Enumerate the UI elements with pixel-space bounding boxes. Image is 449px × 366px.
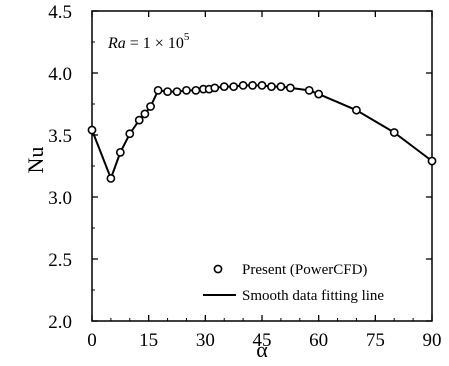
y-tick-label: 2.5 [48, 250, 72, 271]
data-point [146, 102, 155, 111]
y-tick-label: 3.0 [48, 188, 72, 209]
ra-annotation: Ra = 1 × 105 [107, 31, 190, 52]
data-point [163, 87, 172, 96]
ra-value: = 1 × 10 [126, 35, 184, 52]
x-axis-label: α [256, 337, 268, 362]
series-group [87, 81, 437, 183]
data-point [172, 87, 182, 96]
data-point [427, 156, 437, 166]
legend-label-present: Present (PowerCFD) [242, 262, 367, 278]
data-point [229, 82, 239, 92]
data-point [238, 81, 248, 90]
annotation-group: Ra = 1 × 105 [107, 31, 190, 52]
y-tick-label: 3.5 [48, 126, 72, 147]
data-point [134, 115, 144, 125]
x-tick-label: 15 [139, 330, 158, 351]
data-point [276, 82, 286, 92]
data-point [153, 85, 163, 95]
data-point [125, 129, 135, 139]
data-point [191, 85, 201, 95]
y-tick-label: 4.5 [48, 2, 72, 23]
y-axis-label: Nu [23, 147, 48, 174]
x-tick-label: 75 [366, 330, 385, 351]
data-point [106, 173, 116, 183]
data-point [257, 81, 267, 90]
legend-marker-present [213, 264, 223, 274]
data-point [314, 89, 324, 99]
data-point [210, 83, 220, 93]
y-tick-label: 4.0 [48, 64, 72, 85]
x-tick-label: 0 [87, 330, 97, 351]
y-tick-label: 2.0 [48, 312, 72, 333]
ra-italic: Ra [107, 35, 126, 52]
data-point [304, 85, 314, 95]
data-point [267, 82, 276, 92]
fit-line [91, 84, 433, 180]
legend-label-fit: Smooth data fitting line [242, 288, 384, 304]
data-point [182, 85, 191, 95]
data-point [140, 109, 150, 119]
axes-group: 0 15 30 45 60 75 90 2.0 2.5 3.0 3.5 4.0 4.5 [48, 2, 441, 351]
ra-exponent: 5 [184, 31, 190, 43]
x-tick-label: 45 [253, 330, 272, 351]
data-point [285, 83, 295, 93]
x-tick-label: 30 [196, 330, 215, 351]
data-point [87, 125, 97, 135]
data-point [248, 81, 257, 90]
x-tick-label: 90 [423, 330, 442, 351]
data-point [389, 128, 399, 137]
legend: Present (PowerCFD) Smooth data fitting l… [203, 262, 384, 304]
data-point [115, 147, 125, 157]
data-point [219, 82, 229, 92]
x-tick-label: 60 [309, 330, 328, 351]
data-point [352, 105, 361, 115]
